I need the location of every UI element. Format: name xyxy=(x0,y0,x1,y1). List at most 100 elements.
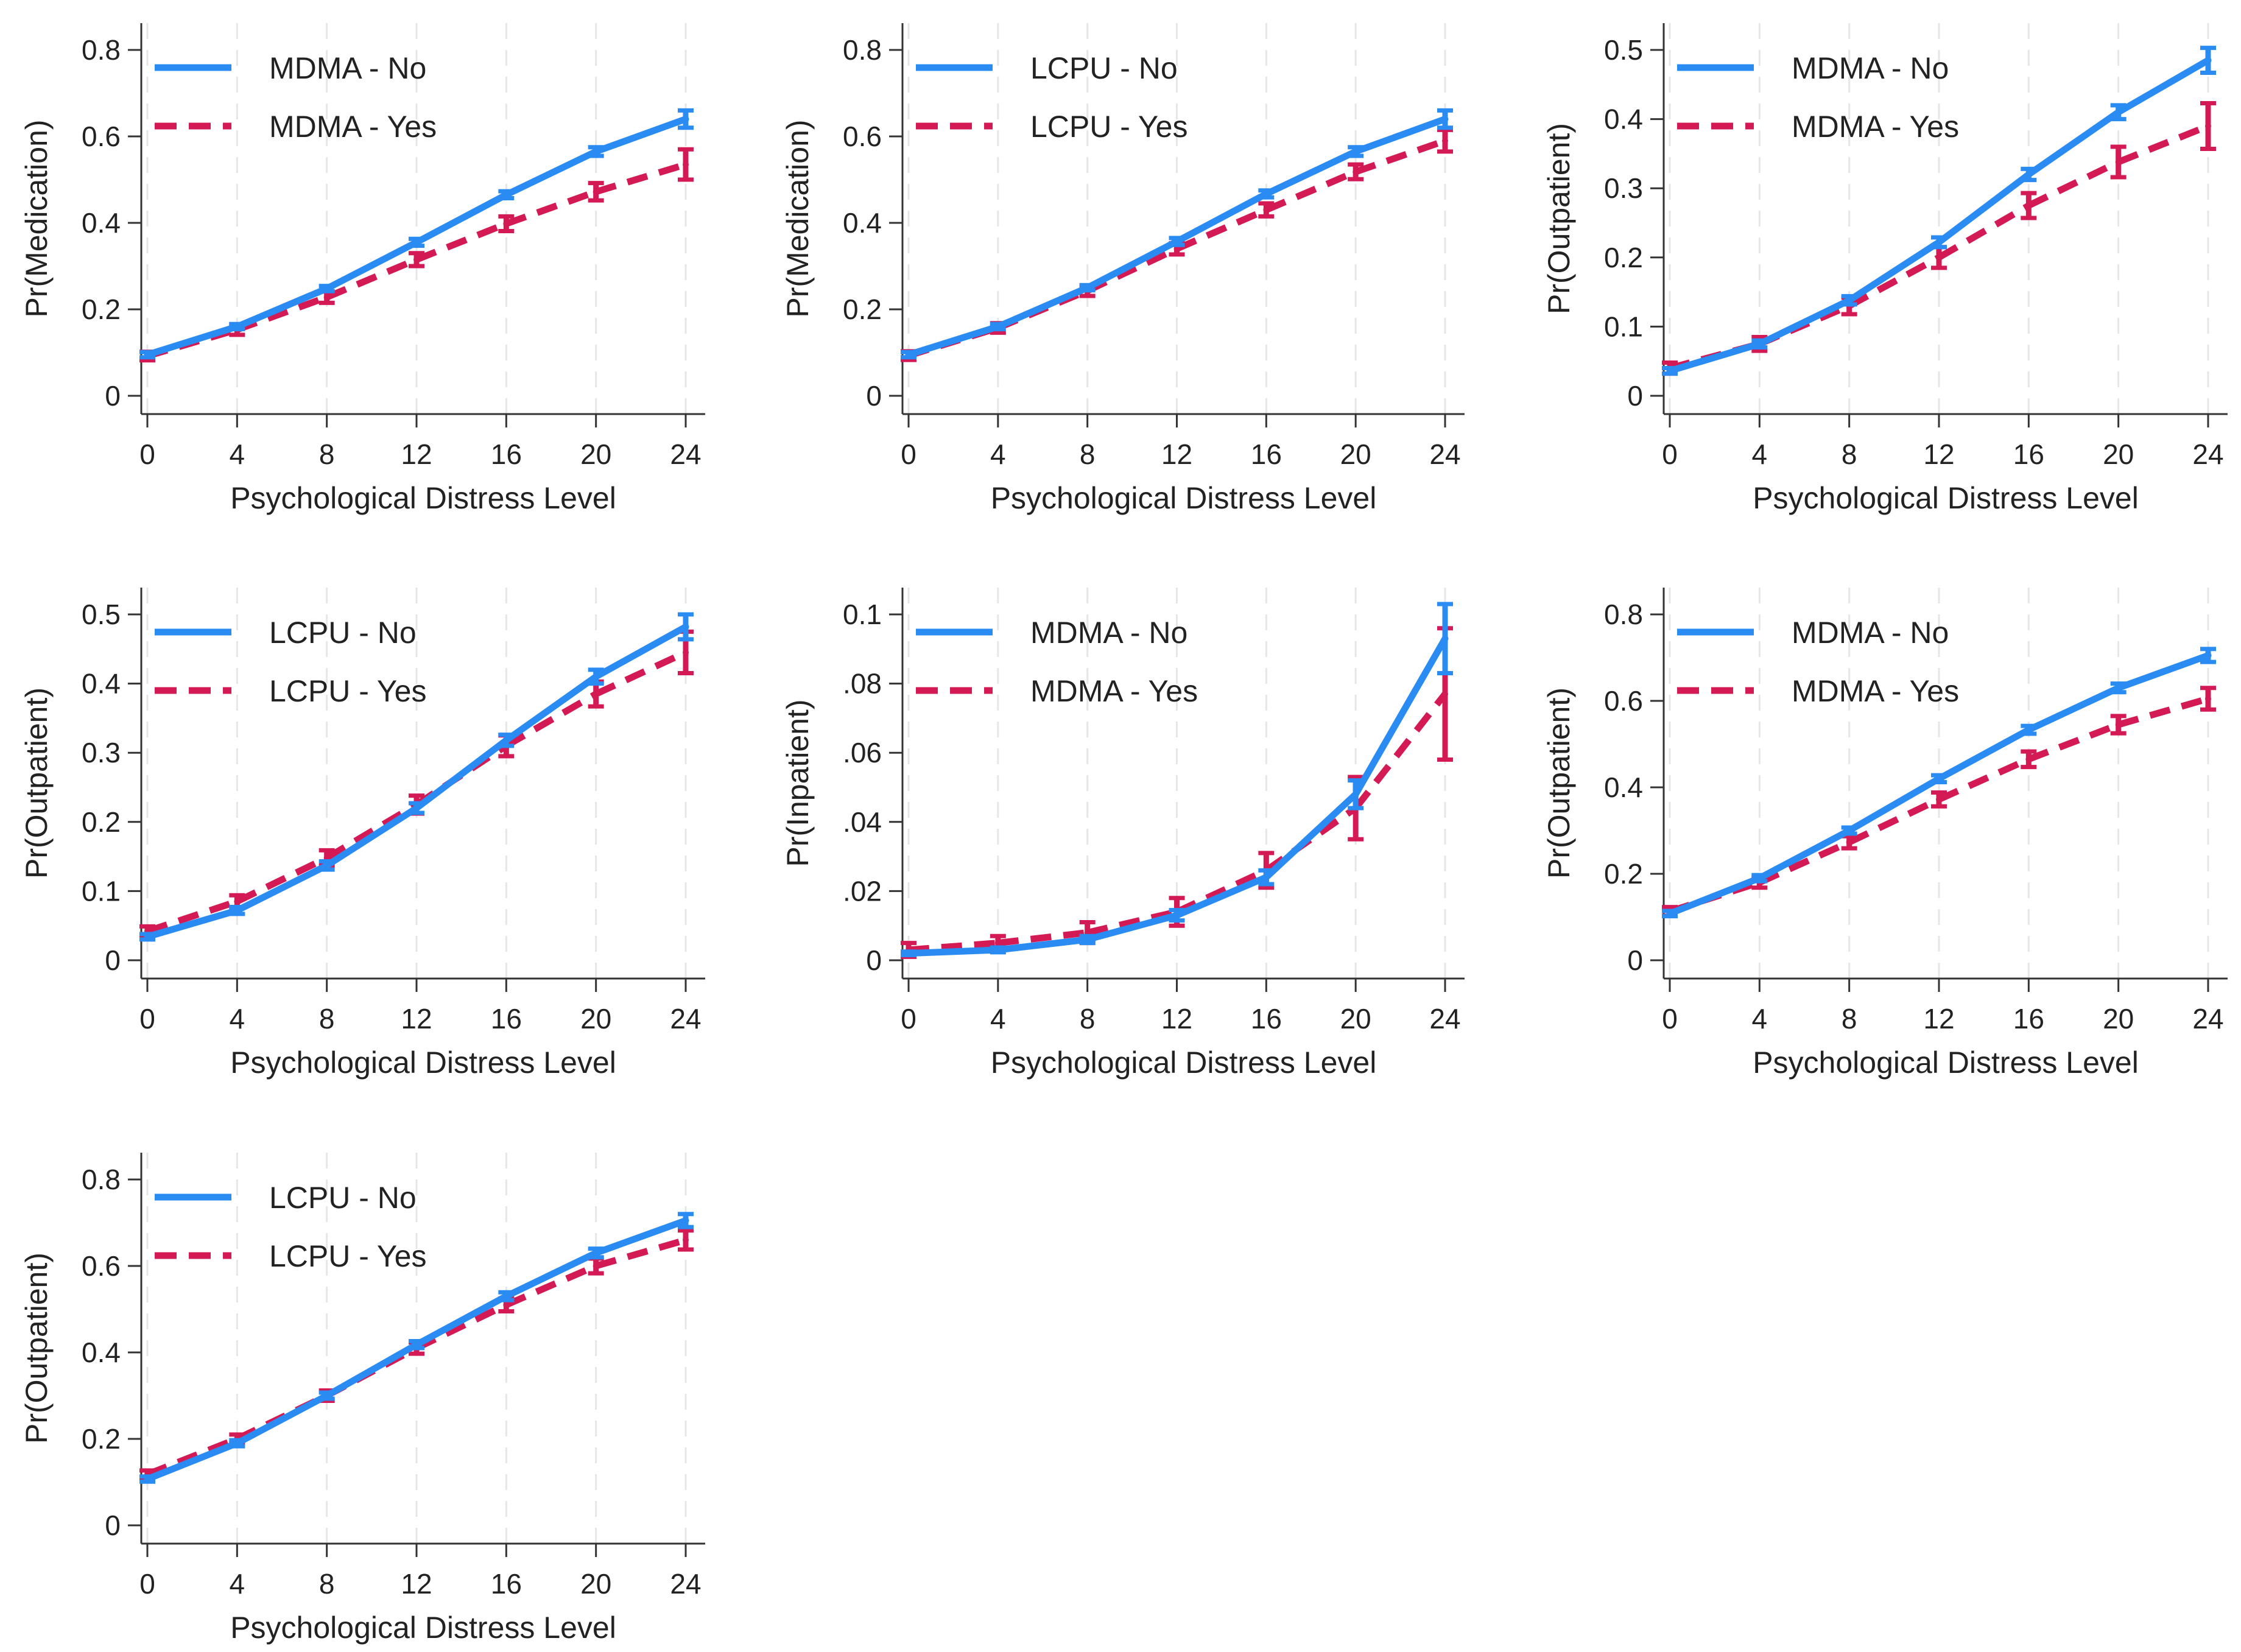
line-segment xyxy=(1084,238,1180,291)
y-tick-label: 0.8 xyxy=(843,34,882,66)
x-axis-title: Psychological Distress Level xyxy=(1753,1046,2139,1080)
line-segment xyxy=(2027,159,2120,209)
line-segment xyxy=(323,804,420,869)
y-tick-label: 0.1 xyxy=(1604,311,1643,342)
data-point xyxy=(1936,796,1942,803)
y-tick-label: 0.2 xyxy=(843,293,882,325)
y-tick-label: 0.2 xyxy=(1604,242,1643,273)
y-axis-title: Pr(Medication) xyxy=(781,119,815,317)
data-point xyxy=(1936,775,1942,782)
y-tick-label: 0.4 xyxy=(1604,104,1643,135)
data-point xyxy=(1442,138,1448,144)
data-point xyxy=(503,191,510,198)
x-tick-label: 12 xyxy=(1923,438,1954,470)
x-tick-label: 8 xyxy=(1080,438,1096,470)
legend-label: LCPU - Yes xyxy=(269,674,426,708)
x-tick-label: 12 xyxy=(1161,1003,1192,1035)
series-no xyxy=(901,108,1453,360)
data-point xyxy=(2115,109,2122,116)
chart-panel-5: 0 .02 .04 .06 .08 0.1 0 4 8 12 16 20 24 Psychological… xyxy=(781,588,1465,1080)
x-tick-label: 8 xyxy=(319,438,335,470)
data-point xyxy=(2025,171,2032,178)
x-axis-title: Psychological Distress Level xyxy=(230,1611,616,1645)
data-point xyxy=(2025,726,2032,733)
data-point xyxy=(1846,839,1852,846)
line-segment xyxy=(413,191,510,246)
line-segment xyxy=(1848,254,1941,309)
line-segment xyxy=(997,929,1088,947)
x-tick-label: 24 xyxy=(1429,438,1460,470)
series-no xyxy=(139,612,694,942)
line-segment xyxy=(2117,695,2209,728)
data-point xyxy=(234,323,241,330)
legend-label: MDMA - No xyxy=(1030,616,1187,650)
y-tick-label: 0.2 xyxy=(1604,858,1643,890)
data-point xyxy=(1936,239,1942,245)
legend-label: LCPU - No xyxy=(269,616,417,650)
x-tick-label: 8 xyxy=(1842,1003,1857,1035)
y-tick-label: 0.5 xyxy=(82,599,121,630)
x-tick-label: 24 xyxy=(670,1568,701,1600)
x-tick-label: 4 xyxy=(230,1568,245,1600)
line-segment xyxy=(994,284,1091,330)
line-segment xyxy=(413,1293,510,1348)
y-tick-label: 0 xyxy=(1627,380,1643,412)
legend-label: MDMA - Yes xyxy=(269,110,437,144)
data-point xyxy=(994,940,1001,946)
data-point xyxy=(144,1476,150,1483)
data-point xyxy=(1667,368,1673,374)
series-no xyxy=(1662,46,2216,376)
legend: MDMA - No MDMA - Yes xyxy=(155,51,437,144)
x-tick-label: 16 xyxy=(491,438,522,470)
data-point xyxy=(413,805,420,812)
data-point xyxy=(323,285,330,292)
data-point xyxy=(1442,116,1448,122)
line-segment xyxy=(236,293,328,333)
data-point xyxy=(323,1393,330,1399)
x-tick-label: 0 xyxy=(139,1568,155,1600)
line-segment xyxy=(235,854,329,905)
line-segment xyxy=(323,239,420,292)
line-segment xyxy=(593,116,689,155)
x-tick-label: 0 xyxy=(901,438,916,470)
y-tick-label: 0.3 xyxy=(82,737,121,768)
y-tick-label: 0.4 xyxy=(82,207,121,239)
y-tick-label: 0.4 xyxy=(843,207,882,239)
data-point xyxy=(593,673,599,680)
data-point xyxy=(1846,828,1852,834)
data-point xyxy=(503,220,510,227)
x-tick-label: 12 xyxy=(401,438,432,470)
x-tick-label: 8 xyxy=(319,1568,335,1600)
data-point xyxy=(413,256,420,263)
data-point xyxy=(1173,245,1180,252)
data-point xyxy=(2205,695,2211,702)
data-point xyxy=(2205,652,2211,659)
line-segment xyxy=(593,623,689,680)
y-tick-label: 0 xyxy=(866,944,882,976)
x-tick-label: 8 xyxy=(1080,1003,1096,1035)
x-tick-label: 4 xyxy=(230,438,245,470)
data-point xyxy=(144,933,150,940)
data-point xyxy=(2115,722,2122,728)
line-segment xyxy=(1756,297,1853,348)
line-segment xyxy=(905,946,1002,957)
data-point xyxy=(593,148,599,155)
x-tick-label: 16 xyxy=(1251,1003,1282,1035)
legend-label: MDMA - No xyxy=(1792,616,1949,650)
line-segment xyxy=(2117,122,2210,166)
data-point xyxy=(1173,238,1180,245)
legend: LCPU - No LCPU - Yes xyxy=(155,616,426,708)
chart-panel-6: 0 0.2 0.4 0.6 0.8 0 4 8 12 16 20 24 Psychological Di… xyxy=(1542,588,2228,1080)
line-segment xyxy=(1937,756,2030,803)
legend: MDMA - No MDMA - Yes xyxy=(1677,51,1959,144)
y-tick-label: 0.4 xyxy=(82,668,121,700)
x-tick-label: 20 xyxy=(1340,438,1371,470)
data-point xyxy=(683,1217,689,1224)
x-tick-label: 4 xyxy=(230,1003,245,1035)
x-tick-label: 20 xyxy=(580,438,611,470)
y-tick-label: 0.2 xyxy=(82,293,121,325)
line-segment xyxy=(1173,874,1270,919)
y-tick-label: 0 xyxy=(105,380,121,412)
data-point xyxy=(503,1293,510,1299)
y-tick-label: 0.8 xyxy=(1604,599,1643,630)
